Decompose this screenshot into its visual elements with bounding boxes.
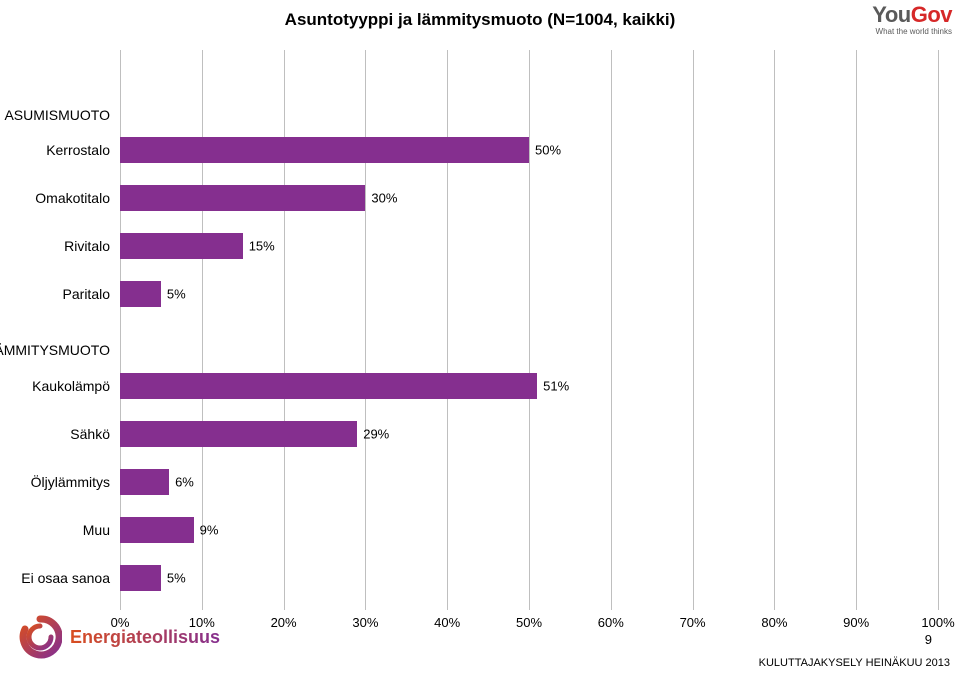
bar: 9% (120, 517, 194, 543)
bar-value: 15% (249, 239, 275, 254)
x-axis-tick-label: 70% (680, 615, 706, 630)
section-label: LÄMMITYSMUOTO (0, 342, 110, 358)
bar: 15% (120, 233, 243, 259)
chart-plot-area: 0%10%20%30%40%50%60%70%80%90%100%ASUMISM… (120, 50, 938, 610)
yougov-logo: YouGov What the world thinks (872, 4, 952, 36)
bar-label: Kerrostalo (46, 142, 110, 158)
x-axis-tick-label: 100% (921, 615, 954, 630)
bar-value: 5% (167, 571, 186, 586)
swirl-icon (18, 615, 62, 659)
bar-row: Kerrostalo50% (120, 135, 938, 165)
bar: 30% (120, 185, 365, 211)
bar-row: Muu9% (120, 515, 938, 545)
bar-row: Paritalo5% (120, 279, 938, 309)
section-label: ASUMISMUOTO (4, 107, 110, 123)
bar-value: 9% (200, 523, 219, 538)
logo-gov: Gov (911, 2, 952, 27)
bar-row: Ei osaa sanoa5% (120, 563, 938, 593)
energiateollisuus-logo: Energiateollisuus (18, 615, 220, 659)
bar-label: Kaukolämpö (32, 378, 110, 394)
bar-row: Öljylämmitys6% (120, 467, 938, 497)
bar-value: 29% (363, 427, 389, 442)
bar-value: 5% (167, 287, 186, 302)
x-axis-tick-label: 20% (271, 615, 297, 630)
footer-brand: Energiateollisuus (70, 627, 220, 648)
chart-title: Asuntotyyppi ja lämmitysmuoto (N=1004, k… (0, 10, 960, 30)
x-axis-tick-label: 60% (598, 615, 624, 630)
bar-label: Rivitalo (64, 238, 110, 254)
bar-label: Sähkö (70, 426, 110, 442)
x-axis-tick-label: 80% (761, 615, 787, 630)
bar-label: Omakotitalo (35, 190, 110, 206)
bar: 5% (120, 281, 161, 307)
logo-you: You (872, 2, 910, 27)
bar: 51% (120, 373, 537, 399)
bar-label: Ei osaa sanoa (21, 570, 110, 586)
bar-value: 30% (371, 191, 397, 206)
bar: 29% (120, 421, 357, 447)
bar-label: Paritalo (63, 286, 110, 302)
footer-text: KULUTTAJAKYSELY HEINÄKUU 2013 (759, 657, 950, 669)
bar: 6% (120, 469, 169, 495)
gridline (938, 50, 939, 610)
bar-row: Omakotitalo30% (120, 183, 938, 213)
bar-label: Öljylämmitys (31, 474, 110, 490)
bar: 5% (120, 565, 161, 591)
logo-tagline: What the world thinks (872, 28, 952, 36)
page-number: 9 (925, 632, 932, 647)
x-axis-tick-label: 90% (843, 615, 869, 630)
bar-label: Muu (83, 522, 110, 538)
bar-row: Kaukolämpö51% (120, 371, 938, 401)
x-axis-tick-label: 30% (352, 615, 378, 630)
bar-value: 50% (535, 143, 561, 158)
x-axis-tick-label: 50% (516, 615, 542, 630)
bar-value: 51% (543, 379, 569, 394)
bar-row: Rivitalo15% (120, 231, 938, 261)
x-axis-tick-label: 40% (434, 615, 460, 630)
bar-row: Sähkö29% (120, 419, 938, 449)
bar-value: 6% (175, 475, 194, 490)
bar: 50% (120, 137, 529, 163)
